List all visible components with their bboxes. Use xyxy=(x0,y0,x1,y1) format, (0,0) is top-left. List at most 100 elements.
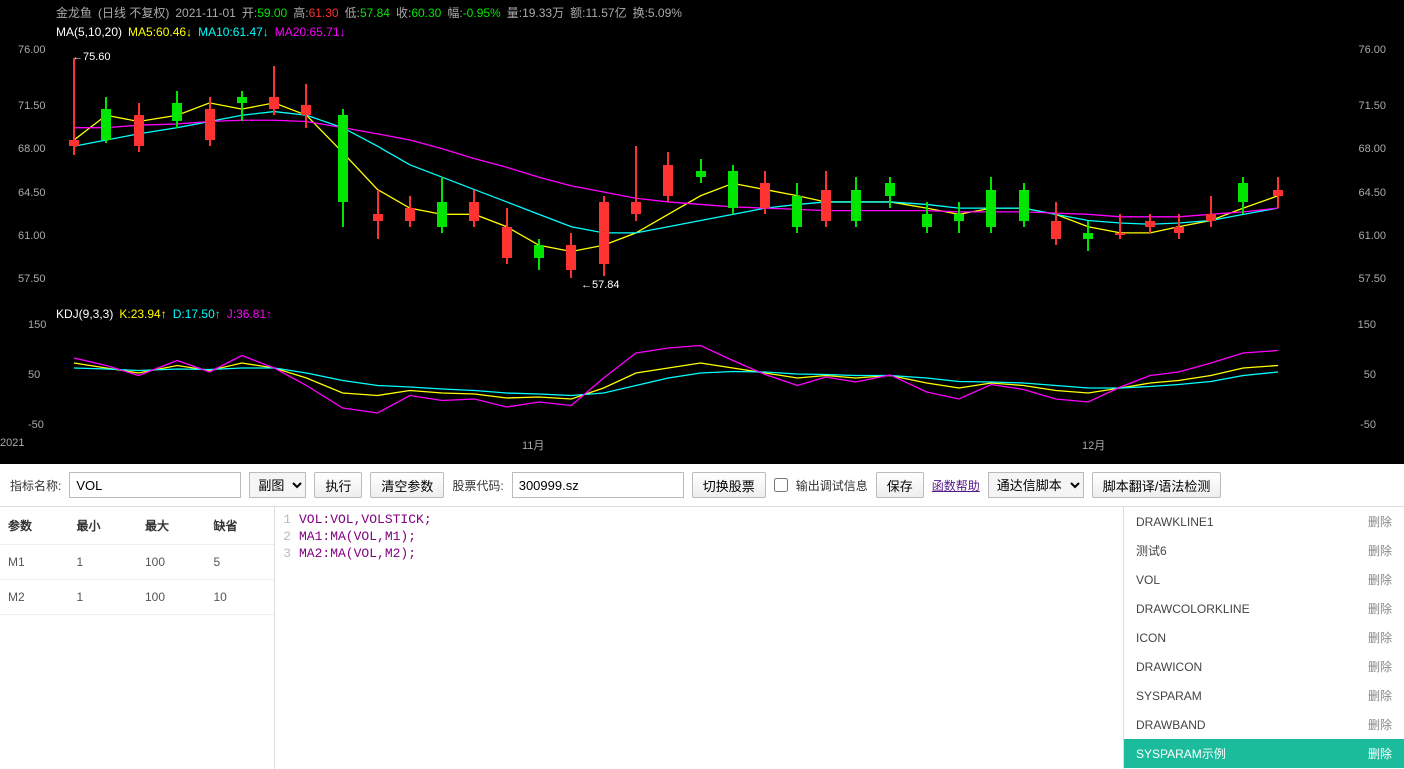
param-cell[interactable]: M1 xyxy=(0,545,69,580)
time-axis: 2021 11月 12月 xyxy=(0,437,1404,451)
indicator-item[interactable]: VOL 删除 xyxy=(1124,565,1404,594)
amount-value: 11.57亿 xyxy=(585,6,626,20)
price-tick: 76.00 xyxy=(18,44,46,56)
ma10-value: 61.47 xyxy=(233,25,263,39)
debug-checkbox[interactable] xyxy=(774,478,788,492)
debug-label: 输出调试信息 xyxy=(796,477,868,494)
delete-link[interactable]: 删除 xyxy=(1368,745,1392,762)
script-type-select[interactable]: 通达信脚本 xyxy=(988,472,1084,498)
params-table: 参数最小最大缺省 M111005 M2110010 xyxy=(0,507,275,769)
change-value: -0.95% xyxy=(463,6,501,20)
ma20-value: 65.71 xyxy=(309,25,339,39)
open-value: 59.00 xyxy=(257,6,287,20)
indicator-item[interactable]: 测试6删除 xyxy=(1124,536,1404,565)
down-arrow-icon: ↓ xyxy=(186,25,192,39)
delete-link[interactable]: 删除 xyxy=(1368,571,1392,588)
stock-name: 金龙鱼 xyxy=(56,4,92,21)
execute-button[interactable]: 执行 xyxy=(314,472,362,498)
turnover-value: 5.09% xyxy=(648,6,682,20)
param-cell[interactable]: 10 xyxy=(206,580,275,615)
chart-area: 金龙鱼 (日线 不复权) 2021-11-01 开:59.00 高:61.30 … xyxy=(0,0,1404,464)
delete-link[interactable]: 删除 xyxy=(1368,658,1392,675)
indicator-name-input[interactable] xyxy=(69,472,241,498)
high-label: 高: xyxy=(293,6,308,20)
translate-button[interactable]: 脚本翻译/语法检测 xyxy=(1092,472,1222,498)
code-text[interactable]: MA1:MA(VOL,M1); xyxy=(299,528,416,545)
indicator-item[interactable]: DRAWICON 删除 xyxy=(1124,652,1404,681)
ma5-value: 60.46 xyxy=(156,25,186,39)
save-button[interactable]: 保存 xyxy=(876,472,924,498)
price-tick: 57.50 xyxy=(1358,273,1386,285)
param-cell[interactable]: 1 xyxy=(69,580,138,615)
vol-label: 量: xyxy=(507,6,522,20)
indicator-item[interactable]: DRAWCOLORKLINE删除 xyxy=(1124,594,1404,623)
param-cell[interactable]: 100 xyxy=(137,580,206,615)
price-tick: 71.50 xyxy=(1358,100,1386,112)
delete-link[interactable]: 删除 xyxy=(1368,687,1392,704)
delete-link[interactable]: 删除 xyxy=(1368,542,1392,559)
kdj-tick: 50 xyxy=(28,369,40,381)
time-tick: 2021 xyxy=(0,437,24,449)
amount-label: 额: xyxy=(570,6,585,20)
indicator-name: SYSPARAM xyxy=(1136,689,1202,703)
line-number: 2 xyxy=(275,528,299,545)
price-tick: 64.50 xyxy=(1358,187,1386,199)
param-cell[interactable]: M2 xyxy=(0,580,69,615)
down-arrow-icon: ↓ xyxy=(263,25,269,39)
indicator-name: DRAWICON xyxy=(1136,660,1202,674)
indicator-item[interactable]: DRAWKLINE1 删除 xyxy=(1124,507,1404,536)
line-number: 3 xyxy=(275,545,299,562)
price-tick: 57.50 xyxy=(18,273,46,285)
vol-value: 19.33万 xyxy=(522,6,564,20)
stock-code-label: 股票代码: xyxy=(452,477,503,494)
indicator-item[interactable]: SYSPARAM 删除 xyxy=(1124,681,1404,710)
param-header: 参数 xyxy=(0,507,69,545)
param-header: 最大 xyxy=(137,507,206,545)
down-arrow-icon: ↓ xyxy=(340,25,346,39)
up-arrow-icon: ↑ xyxy=(266,307,272,321)
param-cell[interactable]: 1 xyxy=(69,545,138,580)
turnover-label: 换: xyxy=(633,6,648,20)
ma5-label: MA5: xyxy=(128,25,156,39)
delete-link[interactable]: 删除 xyxy=(1368,513,1392,530)
kdj-tick: 150 xyxy=(28,319,46,331)
param-header: 缺省 xyxy=(206,507,275,545)
up-arrow-icon: ↑ xyxy=(161,307,167,321)
indicator-item[interactable]: DRAWBAND 删除 xyxy=(1124,710,1404,739)
code-text[interactable]: VOL:VOL,VOLSTICK; xyxy=(299,511,432,528)
time-tick: 11月 xyxy=(522,437,544,453)
price-tick: 71.50 xyxy=(18,100,46,112)
code-text[interactable]: MA2:MA(VOL,M2); xyxy=(299,545,416,562)
switch-stock-button[interactable]: 切换股票 xyxy=(692,472,766,498)
price-tick: 61.00 xyxy=(1358,230,1386,242)
d-label: D: xyxy=(173,307,185,321)
function-help-link[interactable]: 函数帮助 xyxy=(932,477,980,494)
param-header: 最小 xyxy=(69,507,138,545)
indicator-list: DRAWKLINE1删除测试6删除VOL删除DRAWCOLORKLINE删除IC… xyxy=(1124,507,1404,769)
time-tick: 12月 xyxy=(1082,437,1105,453)
ma-header: MA(5,10,20) MA5:60.46↓ MA10:61.47↓ MA20:… xyxy=(0,23,1404,41)
kdj-chart[interactable] xyxy=(56,323,1348,433)
kdj-header: KDJ(9,3,3) K:23.94↑ D:17.50↑ J:36.81↑ xyxy=(0,305,1404,323)
indicator-item[interactable]: ICON删除 xyxy=(1124,623,1404,652)
indicator-name-label: 指标名称: xyxy=(10,477,61,494)
code-editor[interactable]: 1VOL:VOL,VOLSTICK;2MA1:MA(VOL,M1);3MA2:M… xyxy=(275,507,1124,769)
param-cell[interactable]: 100 xyxy=(137,545,206,580)
param-cell[interactable]: 5 xyxy=(206,545,275,580)
delete-link[interactable]: 删除 xyxy=(1368,716,1392,733)
stock-code-input[interactable] xyxy=(512,472,684,498)
kdj-label: KDJ(9,3,3) xyxy=(56,307,113,321)
candlestick-chart[interactable]: ←75.60 ←57.84 xyxy=(56,41,1348,301)
indicator-name: DRAWKLINE1 xyxy=(1136,515,1214,529)
close-label: 收: xyxy=(396,6,411,20)
clear-params-button[interactable]: 清空参数 xyxy=(370,472,444,498)
subplot-select[interactable]: 副图 xyxy=(249,472,306,498)
ma10-label: MA10: xyxy=(198,25,233,39)
indicator-name: VOL xyxy=(1136,573,1160,587)
kdj-tick: -50 xyxy=(28,419,44,431)
delete-link[interactable]: 删除 xyxy=(1368,629,1392,646)
j-label: J: xyxy=(227,307,236,321)
delete-link[interactable]: 删除 xyxy=(1368,600,1392,617)
indicator-name: DRAWBAND xyxy=(1136,718,1206,732)
high-value: 61.30 xyxy=(309,6,339,20)
